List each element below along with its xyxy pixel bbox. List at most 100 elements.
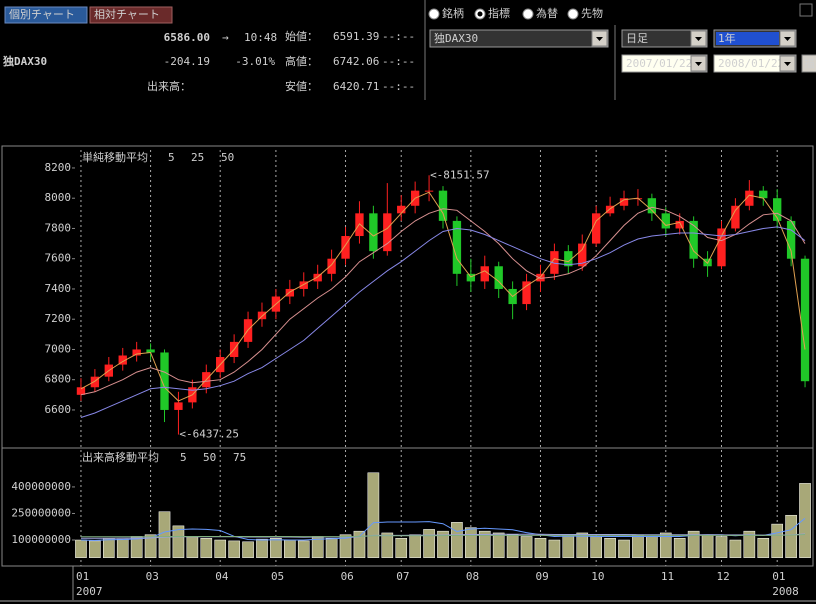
radio-label: 銘柄 xyxy=(442,6,464,20)
candle-body xyxy=(160,352,169,410)
open-time: --:-- xyxy=(382,30,415,43)
candle-body xyxy=(118,355,127,365)
tab[interactable] xyxy=(4,6,88,24)
select[interactable] xyxy=(713,54,797,73)
volume-bar xyxy=(729,539,742,558)
radio[interactable] xyxy=(428,8,440,20)
open-value: 6591.39 xyxy=(333,30,379,43)
candle-body xyxy=(76,387,86,395)
moving-average xyxy=(80,191,806,402)
legend-entry: 50 xyxy=(221,151,234,164)
low-time: --:-- xyxy=(382,80,415,93)
select[interactable] xyxy=(621,54,708,73)
legend-title: 単純移動平均 xyxy=(82,150,148,164)
change: -204.19 xyxy=(164,55,210,68)
volume-bar xyxy=(673,537,686,558)
candle-body xyxy=(717,228,726,267)
candle-body xyxy=(257,311,267,320)
select[interactable] xyxy=(621,29,708,48)
volume-bar xyxy=(242,541,254,558)
legend-entry: 75 xyxy=(233,451,246,464)
volume-bar xyxy=(799,483,811,558)
candle-body xyxy=(146,349,155,353)
volume-bar xyxy=(604,537,616,558)
candle-body xyxy=(800,258,810,382)
legend-entry: 5 xyxy=(168,151,175,164)
candle-body xyxy=(564,251,573,267)
y-tick-label: 250000000 xyxy=(11,506,71,519)
symbol-name: 独DAX30 xyxy=(2,54,47,68)
candle-body xyxy=(397,205,406,214)
volume-bar xyxy=(590,536,602,558)
volume-bar xyxy=(646,536,658,558)
candle-body xyxy=(731,205,740,229)
volume-bar xyxy=(256,538,268,558)
candle-body xyxy=(536,273,545,282)
volume-bar xyxy=(492,532,505,558)
volume-bar xyxy=(659,532,672,558)
select[interactable] xyxy=(429,29,609,48)
volume-label: 出来高： xyxy=(147,79,191,93)
volume-bar xyxy=(423,529,435,558)
y-tick-label: 7600 xyxy=(45,252,72,265)
tab[interactable] xyxy=(89,6,173,24)
radio[interactable] xyxy=(567,8,579,20)
select-value: 2007/01/22 xyxy=(626,57,692,70)
high-time: --:-- xyxy=(382,55,415,68)
volume-bar xyxy=(409,534,421,558)
volume-bar xyxy=(172,525,185,558)
volume-bar xyxy=(632,534,644,558)
volume-bar xyxy=(116,538,129,558)
x-tick-label: 12 xyxy=(717,570,730,583)
volume-bar xyxy=(228,540,240,558)
volume-bar xyxy=(130,536,143,558)
candle-body xyxy=(619,198,629,206)
volume-bar xyxy=(144,534,157,558)
moving-average xyxy=(80,206,806,396)
dropdown-arrow xyxy=(596,37,603,41)
volume-bar xyxy=(158,511,171,558)
volume-bar xyxy=(534,537,547,558)
moving-average xyxy=(81,534,806,538)
volume-bar xyxy=(506,534,519,558)
candle-body xyxy=(383,213,392,252)
candle-body xyxy=(285,288,295,297)
y-tick-label: 7000 xyxy=(45,342,72,355)
volume-bar xyxy=(186,536,199,558)
volume-bar xyxy=(785,514,797,558)
radio-label: 先物 xyxy=(581,6,603,20)
candle-body xyxy=(522,281,531,305)
volume-bar xyxy=(743,530,756,558)
low-value: 6420.71 xyxy=(333,80,379,93)
change-pct: -3.01% xyxy=(235,55,275,68)
high-label: 高値： xyxy=(285,54,318,68)
y-tick-label: 8000 xyxy=(45,191,72,204)
x-tick-label: 06 xyxy=(341,570,354,583)
volume-bar xyxy=(562,534,575,558)
y-tick-label: 400000000 xyxy=(11,480,71,493)
candle-body xyxy=(90,376,100,388)
select-value: 1年 xyxy=(718,31,736,45)
radio[interactable] xyxy=(522,8,534,20)
x-tick-label: 08 xyxy=(466,570,479,583)
x-tick-label: 03 xyxy=(146,570,159,583)
button-label: 描 xyxy=(804,56,815,70)
candle-body xyxy=(689,220,698,259)
button[interactable] xyxy=(801,54,816,73)
volume-bar xyxy=(214,539,227,558)
volume-bar xyxy=(701,534,714,558)
y-tick-label: 100000000 xyxy=(11,533,71,546)
volume-bar xyxy=(75,539,87,558)
select-value: 独DAX30 xyxy=(434,32,478,45)
candle-body xyxy=(786,220,796,259)
volume-bar xyxy=(451,522,463,558)
x-tick-label: 09 xyxy=(536,570,549,583)
volume-bar xyxy=(284,539,296,558)
moving-average xyxy=(80,226,806,418)
volume-bar xyxy=(102,537,115,558)
volume-bar xyxy=(757,537,770,558)
volume-panel xyxy=(1,447,814,567)
